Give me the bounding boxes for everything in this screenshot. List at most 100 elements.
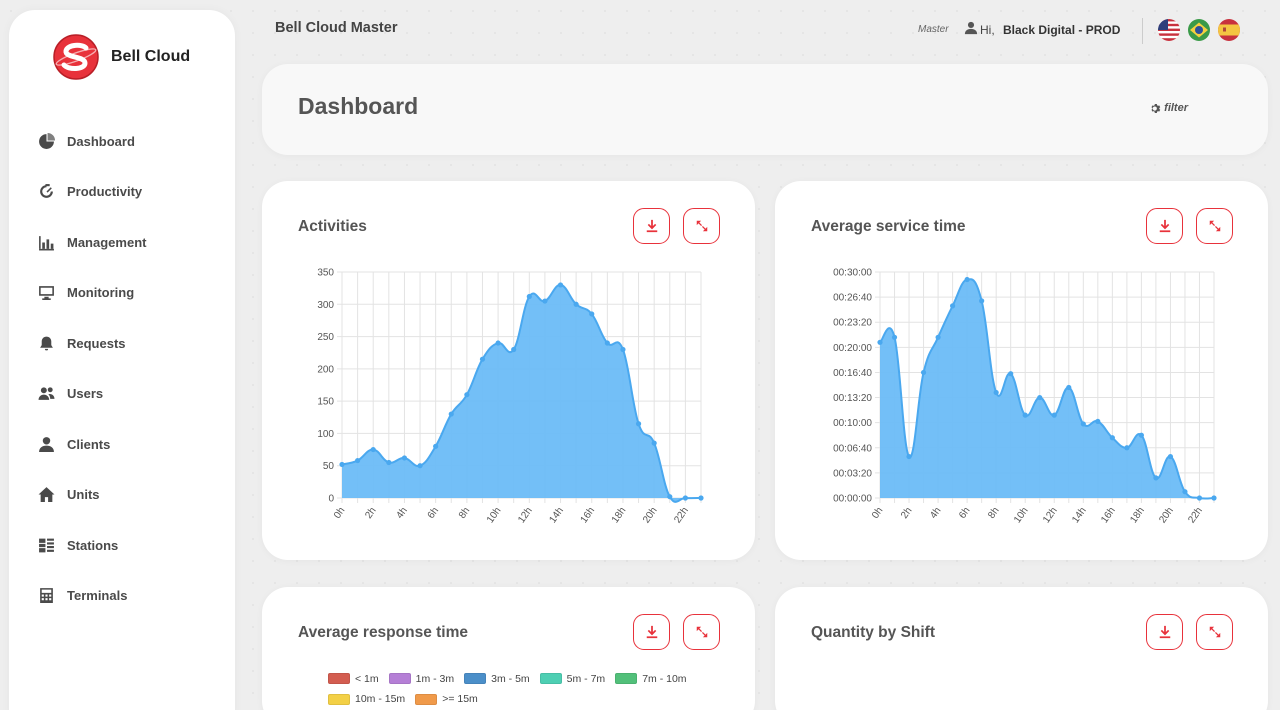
- expand-button[interactable]: [1196, 208, 1233, 244]
- data-point[interactable]: [906, 453, 912, 460]
- data-point[interactable]: [1138, 432, 1144, 438]
- bell-cloud-logo-icon: [53, 34, 99, 80]
- data-point[interactable]: [589, 311, 595, 317]
- download-button[interactable]: [1146, 614, 1183, 650]
- data-point[interactable]: [1196, 495, 1203, 501]
- data-point[interactable]: [877, 339, 883, 345]
- sidebar-item-clients[interactable]: Clients: [37, 419, 227, 470]
- download-button[interactable]: [633, 614, 670, 650]
- data-point[interactable]: [370, 446, 376, 453]
- legend-item[interactable]: >= 15m: [415, 693, 478, 705]
- data-point[interactable]: [542, 298, 548, 304]
- data-point[interactable]: [479, 356, 486, 362]
- user-icon: [964, 21, 978, 35]
- brazil-flag-icon[interactable]: [1188, 19, 1210, 41]
- data-point[interactable]: [950, 303, 956, 309]
- sidebar-item-monitoring[interactable]: Monitoring: [37, 268, 227, 319]
- chart-legend: < 1m 1m - 3m 3m - 5m 5m - 7m 7m - 10m 10m - 1…: [328, 671, 748, 710]
- data-point[interactable]: [604, 340, 610, 346]
- legend-item[interactable]: 1m - 3m: [388, 673, 454, 685]
- sidebar-item-label: Monitoring: [67, 285, 135, 301]
- legend-label: < 1m: [355, 672, 379, 685]
- divider: [1142, 18, 1143, 44]
- data-point[interactable]: [433, 443, 439, 449]
- sidebar-item-requests[interactable]: Requests: [37, 318, 227, 369]
- data-point[interactable]: [1051, 412, 1057, 418]
- data-point[interactable]: [698, 495, 704, 501]
- x-tick-label: 22h: [672, 505, 691, 525]
- legend-label: 5m - 7m: [566, 672, 606, 685]
- legend-item[interactable]: 10m - 15m: [328, 693, 405, 705]
- sidebar-item-productivity[interactable]: Productivity: [37, 167, 227, 218]
- sidebar-item-terminals[interactable]: Terminals: [37, 571, 227, 622]
- data-point[interactable]: [935, 334, 941, 340]
- user-name[interactable]: Black Digital - PROD: [1003, 23, 1121, 37]
- sidebar-item-units[interactable]: Units: [37, 470, 227, 521]
- download-button[interactable]: [633, 208, 670, 244]
- data-point[interactable]: [495, 340, 501, 346]
- brand[interactable]: Bell Cloud: [53, 34, 190, 80]
- legend-label: 7m - 10m: [642, 672, 687, 685]
- data-point[interactable]: [526, 293, 532, 300]
- data-point[interactable]: [1022, 412, 1028, 418]
- legend-item[interactable]: 5m - 7m: [539, 672, 606, 685]
- x-tick-label: 16h: [579, 505, 598, 525]
- bell-icon: [37, 334, 55, 352]
- data-point[interactable]: [401, 455, 408, 461]
- legend-item[interactable]: < 1m: [328, 673, 379, 685]
- data-point[interactable]: [557, 282, 564, 288]
- expand-button[interactable]: [1196, 614, 1233, 650]
- sidebar-item-management[interactable]: Management: [37, 217, 227, 268]
- data-point[interactable]: [1080, 421, 1086, 427]
- data-point[interactable]: [620, 346, 626, 353]
- data-point[interactable]: [1008, 371, 1014, 377]
- legend-item[interactable]: 7m - 10m: [615, 672, 687, 685]
- data-point[interactable]: [993, 389, 999, 396]
- data-point[interactable]: [979, 298, 985, 304]
- data-point[interactable]: [1095, 418, 1101, 425]
- sidebar-item-stations[interactable]: Stations: [37, 520, 227, 571]
- data-point[interactable]: [964, 276, 970, 283]
- data-point[interactable]: [891, 334, 898, 340]
- card-title: Average response time: [298, 624, 469, 641]
- data-point[interactable]: [682, 495, 688, 501]
- data-point[interactable]: [1066, 384, 1072, 391]
- data-point[interactable]: [651, 440, 657, 446]
- sidebar-item-users[interactable]: Users: [37, 369, 227, 420]
- data-point[interactable]: [920, 369, 927, 376]
- activities-card: Activities 0 50 100 150 200 250 300 350 0h 2h 4h 6h…: [262, 181, 755, 560]
- dashboard-icon: [37, 132, 55, 150]
- data-point[interactable]: [1211, 495, 1217, 501]
- data-point[interactable]: [1182, 489, 1188, 495]
- data-point[interactable]: [667, 494, 673, 500]
- data-point[interactable]: [511, 346, 517, 353]
- data-point[interactable]: [448, 411, 454, 417]
- data-point[interactable]: [1124, 445, 1130, 451]
- data-point[interactable]: [573, 301, 579, 307]
- data-point[interactable]: [635, 421, 642, 427]
- us-flag-icon[interactable]: [1158, 19, 1180, 41]
- data-point[interactable]: [1037, 394, 1043, 401]
- x-tick-label: 12h: [516, 505, 535, 525]
- expand-button[interactable]: [683, 614, 720, 650]
- data-point[interactable]: [1109, 435, 1115, 441]
- y-tick-label: 00:13:20: [833, 393, 872, 404]
- data-point[interactable]: [1167, 453, 1174, 460]
- data-point[interactable]: [355, 457, 361, 464]
- data-point[interactable]: [1153, 475, 1159, 481]
- download-button[interactable]: [1146, 208, 1183, 244]
- spain-flag-icon[interactable]: [1218, 19, 1240, 41]
- data-point[interactable]: [386, 459, 392, 466]
- data-point[interactable]: [464, 392, 470, 398]
- expand-button[interactable]: [683, 208, 720, 244]
- legend-item[interactable]: 3m - 5m: [464, 673, 530, 685]
- filter-button[interactable]: filter: [1150, 102, 1188, 114]
- legend-swatch: [388, 673, 411, 684]
- sidebar-item-label: Units: [67, 487, 100, 503]
- data-point[interactable]: [417, 463, 423, 469]
- sidebar-item-dashboard[interactable]: Dashboard: [37, 116, 227, 167]
- x-tick-label: 10h: [1012, 505, 1031, 525]
- x-tick-label: 6h: [426, 505, 441, 520]
- stations-icon: [37, 536, 55, 554]
- data-point[interactable]: [339, 461, 345, 468]
